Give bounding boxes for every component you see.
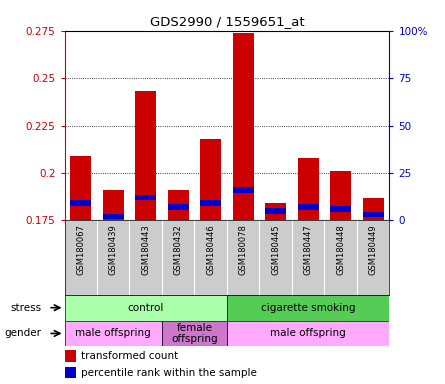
Bar <box>363 198 384 220</box>
Text: GSM180443: GSM180443 <box>141 224 150 275</box>
Bar <box>200 200 221 206</box>
Text: cigarette smoking: cigarette smoking <box>261 303 356 313</box>
Text: control: control <box>128 303 164 313</box>
Text: GSM180445: GSM180445 <box>271 224 280 275</box>
Bar <box>265 208 286 214</box>
Bar <box>65 367 76 379</box>
Text: percentile rank within the sample: percentile rank within the sample <box>81 368 257 378</box>
Bar <box>168 190 189 220</box>
Bar <box>65 350 76 362</box>
Text: GSM180432: GSM180432 <box>174 224 183 275</box>
Bar <box>330 206 351 212</box>
Text: GSM180448: GSM180448 <box>336 224 345 275</box>
Bar <box>227 295 389 321</box>
Text: transformed count: transformed count <box>81 351 178 361</box>
Bar <box>103 214 124 219</box>
Text: gender: gender <box>5 328 42 338</box>
Text: GSM180078: GSM180078 <box>239 224 248 275</box>
Bar <box>135 195 156 200</box>
Bar <box>298 204 319 210</box>
Text: GSM180439: GSM180439 <box>109 224 118 275</box>
Text: stress: stress <box>11 303 42 313</box>
Bar <box>70 156 91 220</box>
Bar <box>103 190 124 220</box>
Bar <box>330 171 351 220</box>
Bar <box>233 187 254 193</box>
Text: GSM180449: GSM180449 <box>368 224 378 275</box>
Bar <box>200 139 221 220</box>
Text: male offspring: male offspring <box>270 328 346 338</box>
Bar <box>363 212 384 217</box>
Bar <box>233 33 254 220</box>
Bar <box>70 200 91 206</box>
Bar <box>65 321 162 346</box>
Text: GSM180446: GSM180446 <box>206 224 215 275</box>
Bar <box>135 91 156 220</box>
Bar <box>65 295 227 321</box>
Bar <box>265 203 286 220</box>
Bar <box>298 158 319 220</box>
Text: female
offspring: female offspring <box>171 323 218 344</box>
Text: GSM180447: GSM180447 <box>303 224 313 275</box>
Bar <box>168 204 189 210</box>
Bar <box>162 321 227 346</box>
Text: male offspring: male offspring <box>75 328 151 338</box>
Bar <box>227 321 389 346</box>
Title: GDS2990 / 1559651_at: GDS2990 / 1559651_at <box>150 15 304 28</box>
Text: GSM180067: GSM180067 <box>76 224 85 275</box>
